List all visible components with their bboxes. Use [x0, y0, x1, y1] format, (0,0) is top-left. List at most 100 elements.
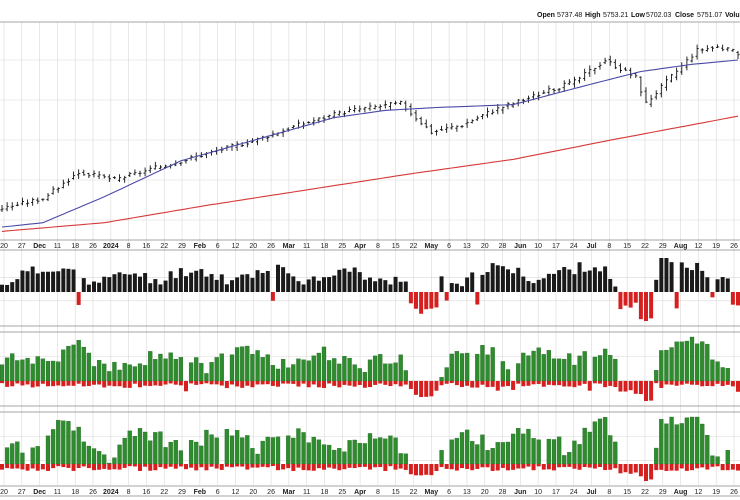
histogram-bar-positive — [602, 348, 608, 382]
histogram-bar-negative — [311, 381, 316, 385]
histogram-panel — [0, 336, 740, 401]
x-tick-label: 20 — [481, 243, 489, 250]
price-bar — [618, 63, 623, 73]
histogram-bar-positive — [485, 272, 490, 292]
histogram-bar-negative — [730, 292, 735, 305]
histogram-bar-negative — [398, 464, 403, 469]
histogram-panel — [0, 416, 740, 481]
histogram-bar-negative — [25, 381, 30, 385]
histogram-bar-negative — [695, 381, 700, 385]
price-bar — [644, 87, 648, 104]
histogram-bar-negative — [148, 381, 153, 387]
histogram-bar-negative — [649, 381, 654, 401]
histogram-bar-negative — [429, 381, 434, 397]
histogram-bar-positive — [209, 434, 214, 465]
histogram-bar-positive — [92, 281, 96, 292]
price-bar — [77, 169, 81, 179]
histogram-bar-negative — [480, 381, 485, 385]
histogram-bar-negative — [587, 464, 592, 468]
x-tick-label: 11 — [303, 243, 310, 250]
histogram-bar-negative — [460, 464, 464, 469]
x-tick-label: 20 — [249, 489, 257, 496]
close-label: Close — [675, 12, 694, 19]
histogram-bar-positive — [214, 357, 219, 382]
histogram-bar-negative — [306, 381, 311, 388]
histogram-bar-positive — [66, 268, 71, 292]
histogram-bar-positive — [142, 431, 148, 465]
histogram-bar-positive — [500, 266, 505, 292]
x-tick-label: 20 — [481, 489, 489, 496]
price-bar — [235, 141, 239, 152]
histogram-bar-negative — [204, 464, 209, 471]
price-bar — [291, 124, 295, 129]
price-bar — [82, 169, 86, 176]
histogram-bar-positive — [168, 271, 173, 292]
x-tick-label: 10 — [534, 489, 542, 496]
histogram-bar-negative — [419, 292, 424, 314]
histogram-bar-positive — [500, 442, 506, 465]
x-tick-label: 2024 — [103, 489, 119, 496]
histogram-bar-positive — [695, 262, 700, 292]
histogram-bar-negative — [725, 464, 730, 471]
price-bar — [511, 102, 515, 108]
histogram-bar-negative — [552, 381, 556, 386]
x-tick-label: 19 — [712, 243, 720, 250]
histogram-bar-positive — [449, 283, 454, 292]
histogram-bar-positive — [725, 278, 730, 292]
x-tick-label: 26 — [267, 489, 275, 496]
histogram-bar-negative — [603, 381, 608, 388]
price-bar — [603, 57, 607, 65]
histogram-bar-positive — [485, 354, 490, 382]
histogram-bar-positive — [30, 447, 35, 465]
histogram-bar-positive — [250, 354, 255, 382]
histogram-bar-negative — [316, 381, 321, 388]
histogram-bar-negative — [679, 464, 684, 469]
histogram-bar-negative — [214, 381, 219, 385]
histogram-bar-negative — [506, 381, 510, 386]
histogram-bar-positive — [439, 276, 444, 292]
histogram-bar-positive — [342, 356, 347, 382]
histogram-bar-positive — [281, 267, 286, 292]
histogram-bar-positive — [679, 262, 684, 292]
price-bar — [419, 116, 423, 126]
histogram-bar-negative — [286, 464, 291, 469]
histogram-bar-negative — [557, 464, 562, 468]
histogram-bar-positive — [20, 452, 25, 465]
histogram-bar-positive — [15, 279, 20, 292]
histogram-bar-negative — [470, 464, 475, 471]
price-bar — [322, 115, 326, 123]
histogram-bar-positive — [97, 282, 102, 292]
price-bar — [470, 119, 474, 124]
histogram-bar-positive — [490, 347, 495, 382]
price-bar — [731, 48, 735, 52]
histogram-bar-negative — [102, 464, 107, 469]
price-bar — [5, 202, 9, 212]
histogram-bar-positive — [148, 351, 153, 382]
histogram-bar-negative — [700, 464, 705, 468]
x-tick-label: 12 — [694, 243, 702, 250]
histogram-bar-positive — [362, 443, 368, 465]
histogram-bar-negative — [56, 464, 61, 467]
histogram-bar-positive — [710, 359, 715, 382]
histogram-bar-positive — [536, 279, 541, 292]
histogram-bar-negative — [393, 381, 398, 385]
price-bar — [562, 80, 566, 92]
histogram-bar-positive — [199, 269, 204, 292]
histogram-bar-positive — [403, 370, 408, 382]
histogram-bar-positive — [86, 284, 91, 292]
histogram-bar-positive — [117, 444, 122, 465]
histogram-bar-positive — [20, 359, 25, 382]
histogram-bar-positive — [291, 364, 296, 382]
price-bar — [623, 67, 628, 71]
histogram-bar-negative — [536, 464, 541, 467]
histogram-bar-positive — [127, 430, 132, 465]
price-bar — [588, 65, 592, 77]
histogram-bar-negative — [690, 381, 694, 385]
histogram-bar-positive — [71, 430, 76, 465]
histogram-bar-negative — [613, 464, 618, 469]
x-tick-label: Mar — [283, 489, 296, 496]
histogram-bar-positive — [541, 278, 546, 292]
histogram-bar-positive — [5, 284, 10, 292]
histogram-bar-positive — [306, 442, 311, 465]
histogram-bar-positive — [398, 281, 403, 292]
